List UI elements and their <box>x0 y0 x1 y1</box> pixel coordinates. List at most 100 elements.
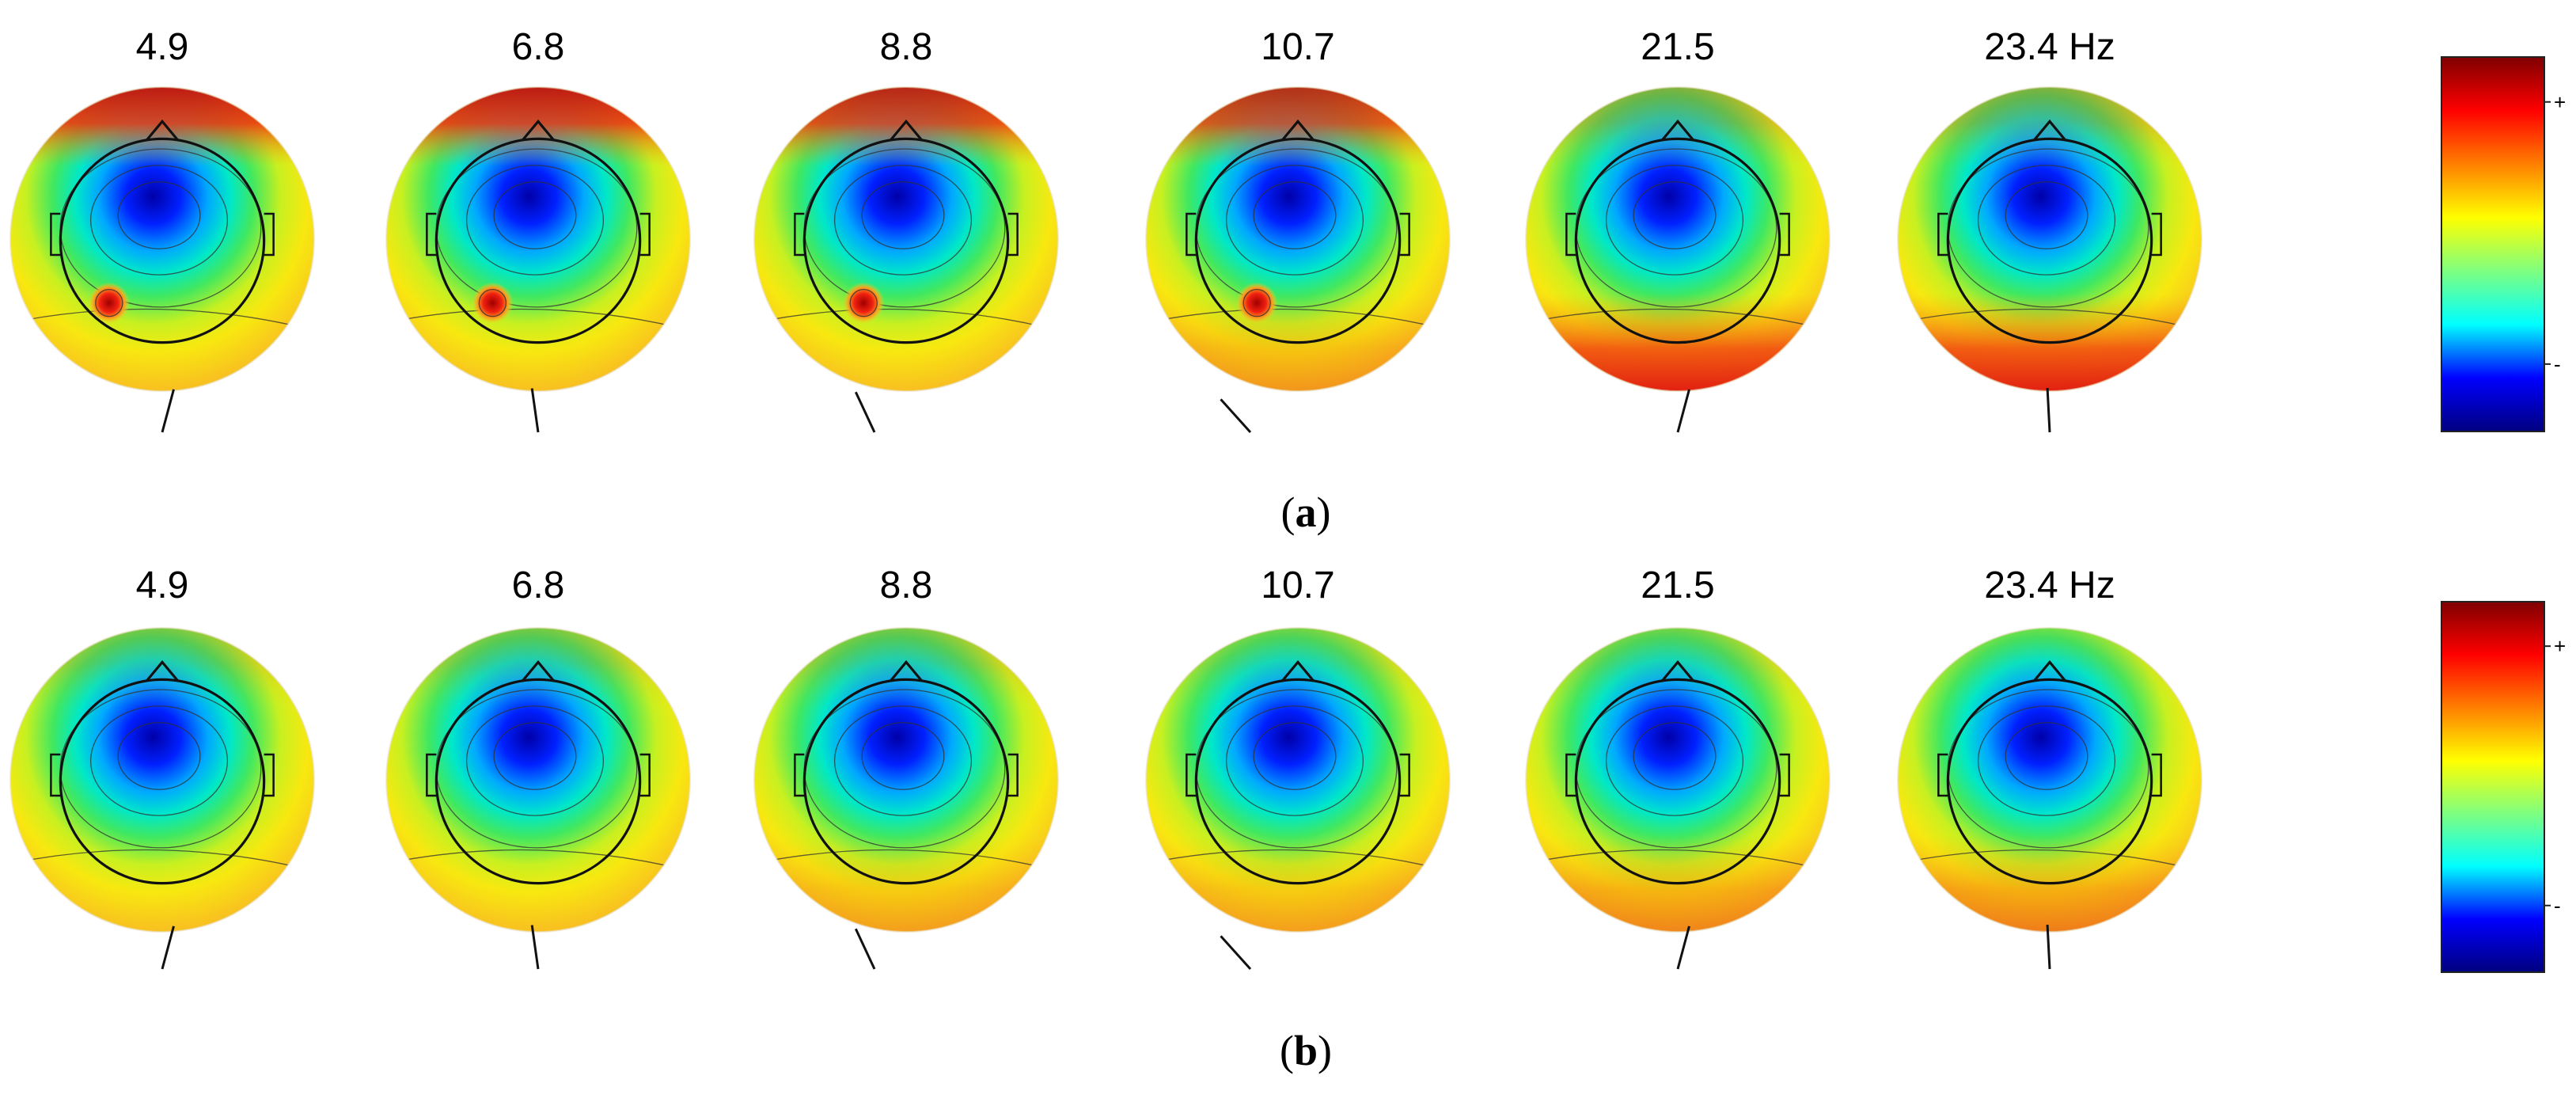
panel-label: (a) <box>1281 488 1331 536</box>
topomap-row-b: 4.9 6.8 8.8 10.7 21.5 23.4 Hz (b) <box>9 564 2202 1074</box>
contour-line <box>117 181 201 249</box>
head-outline <box>1937 119 2162 344</box>
dipole-direction-tick <box>530 925 540 970</box>
contour-line <box>1225 165 1364 276</box>
dipole-direction-tick <box>854 928 876 970</box>
contour-line <box>833 165 973 276</box>
colorbar-minus-label: - <box>2554 894 2561 918</box>
colorbar-plus-label: + <box>2554 634 2566 658</box>
colorbar: +- <box>2441 56 2566 432</box>
contour-line <box>1633 181 1717 249</box>
contour-line <box>1605 165 1744 276</box>
source-hotspot <box>843 282 885 324</box>
contour-line <box>861 181 945 249</box>
topomap: 21.5 <box>1525 564 1831 970</box>
topomap: 23.4 Hz <box>1897 564 2202 970</box>
topomap: 4.9 <box>9 564 315 970</box>
colorbar-plus-label: + <box>2554 90 2566 114</box>
head-outline <box>426 119 651 344</box>
dipole-direction-tick <box>854 391 876 433</box>
dipole-direction-tick <box>161 925 175 970</box>
contour-line <box>833 705 973 816</box>
topomap: 23.4 Hz <box>1897 26 2202 433</box>
frequency-label: 8.8 <box>880 26 933 68</box>
topomap: 6.8 <box>385 564 691 970</box>
frequency-label: 4.9 <box>136 564 189 606</box>
contour-line <box>465 165 605 276</box>
head-outline <box>1565 119 1790 344</box>
head-outline <box>794 119 1019 344</box>
frequency-label: 6.8 <box>512 26 565 68</box>
contour-line <box>1605 705 1744 816</box>
contour-line <box>1253 722 1337 790</box>
dipole-direction-tick <box>1676 389 1690 433</box>
contour-line <box>1225 705 1364 816</box>
contour-line <box>2005 181 2088 249</box>
topomap-rows: 4.9 6.8 8.8 10.7 21.5 23.4 Hz (a) 4.9 6.8 8.8 10.7… <box>9 26 2202 1074</box>
contour-line <box>861 722 945 790</box>
topomap: 4.9 <box>9 26 315 433</box>
topomap: 10.7 <box>1145 26 1451 434</box>
colorbar-gradient <box>2441 56 2545 432</box>
colorbar-minus-label: - <box>2554 352 2561 376</box>
contour-line <box>1898 849 2202 872</box>
contour-line <box>493 181 577 249</box>
contour-line <box>10 849 314 872</box>
contour-line <box>89 165 229 276</box>
head-outline <box>1186 659 1410 885</box>
dipole-direction-tick <box>2046 387 2051 433</box>
topomap-row-a: 4.9 6.8 8.8 10.7 21.5 23.4 Hz (a) <box>9 26 2202 536</box>
dipole-direction-tick <box>1676 925 1690 970</box>
dipole-direction-tick <box>1220 398 1252 434</box>
contour-line <box>1146 849 1450 872</box>
colorbar-gradient <box>2441 601 2545 973</box>
frequency-label: 21.5 <box>1641 26 1714 68</box>
contour-line <box>754 308 1058 331</box>
dipole-direction-tick <box>2046 924 2051 970</box>
topomap: 8.8 <box>753 26 1059 433</box>
contour-line <box>1633 722 1717 790</box>
head-outline <box>426 659 651 885</box>
contour-line <box>754 849 1058 872</box>
frequency-label: 8.8 <box>880 564 933 606</box>
frequency-label: 10.7 <box>1261 26 1334 68</box>
contour-line <box>117 722 201 790</box>
contour-line <box>386 849 690 872</box>
dipole-direction-tick <box>530 388 540 433</box>
colorbar: +- <box>2441 601 2566 973</box>
topomap: 10.7 <box>1145 564 1451 971</box>
contour-line <box>89 705 229 816</box>
panel-label: (b) <box>1280 1027 1332 1074</box>
topomap: 6.8 <box>385 26 691 433</box>
head-outline <box>50 119 275 344</box>
contour-line <box>1253 181 1337 249</box>
source-hotspot <box>472 282 514 324</box>
head-outline <box>1937 659 2162 885</box>
dipole-direction-tick <box>1220 935 1252 971</box>
frequency-label: 10.7 <box>1261 564 1334 606</box>
head-outline <box>50 659 275 885</box>
contour-line <box>1526 308 1830 331</box>
dipole-direction-tick <box>161 389 175 433</box>
contour-line <box>1898 308 2202 331</box>
contour-line <box>10 308 314 331</box>
head-outline <box>794 659 1019 885</box>
frequency-label: 6.8 <box>512 564 565 606</box>
contour-line <box>493 722 577 790</box>
contour-line <box>1146 308 1450 331</box>
contour-line <box>2005 722 2088 790</box>
frequency-label: 23.4 Hz <box>1984 26 2115 68</box>
source-hotspot <box>1236 282 1278 324</box>
contour-line <box>1977 165 2116 276</box>
head-outline <box>1186 119 1410 344</box>
frequency-label: 4.9 <box>136 26 189 68</box>
topomap: 21.5 <box>1525 26 1831 433</box>
frequency-label: 23.4 Hz <box>1984 564 2115 606</box>
colorbars: +-+- <box>2441 56 2566 973</box>
contour-line <box>465 705 605 816</box>
frequency-label: 21.5 <box>1641 564 1714 606</box>
contour-line <box>1526 849 1830 872</box>
topomap: 8.8 <box>753 564 1059 970</box>
contour-line <box>386 308 690 331</box>
